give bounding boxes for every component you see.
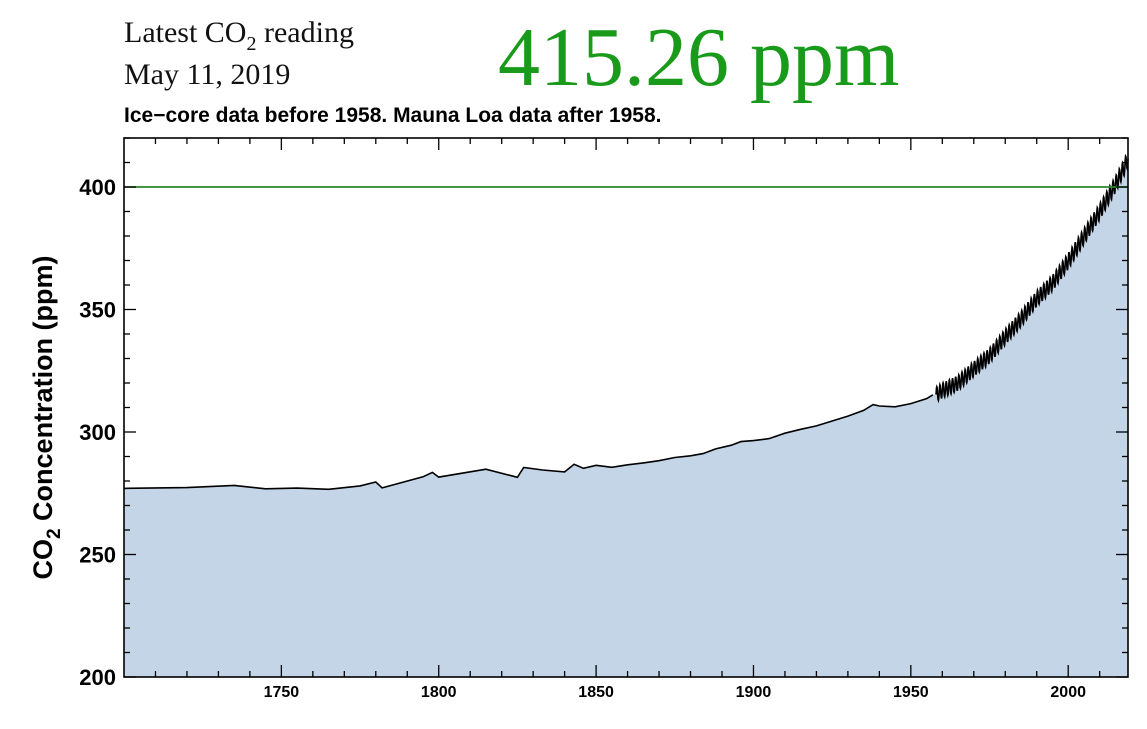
x-tick-label: 1800	[421, 684, 457, 701]
reading-date: May 11, 2019	[124, 58, 291, 91]
y-axis-title: CO2 Concentration (ppm)	[28, 255, 65, 579]
x-tick-label: 1750	[264, 684, 300, 701]
y-tick-label: 250	[79, 543, 116, 568]
reading-label: Latest CO2 reading	[124, 16, 354, 55]
series-line-ice-core	[123, 394, 934, 491]
plot-frame	[123, 137, 1129, 678]
series-line-mauna-loa	[935, 153, 1129, 404]
x-tick-label: 1900	[736, 684, 772, 701]
y-tick-label: 350	[79, 298, 116, 323]
y-tick-label: 400	[79, 175, 116, 200]
plot-lines-layer	[123, 153, 1129, 491]
x-tick-label: 1850	[578, 684, 614, 701]
y-tick-label: 300	[79, 420, 116, 445]
y-tick-label: 200	[79, 665, 116, 690]
reading-value: 415.26 ppm	[498, 11, 900, 104]
plot-fill-layer	[124, 156, 1128, 677]
x-tick-label: 1950	[893, 684, 929, 701]
tick-layer: 200 250 300 350 400 1750 1800 1850 1900 1950 2000	[79, 137, 1128, 701]
chart-subtitle: Ice−core data before 1958. Mauna Loa dat…	[124, 104, 662, 127]
area-fill	[124, 156, 1128, 677]
x-tick-label: 2000	[1050, 684, 1086, 701]
